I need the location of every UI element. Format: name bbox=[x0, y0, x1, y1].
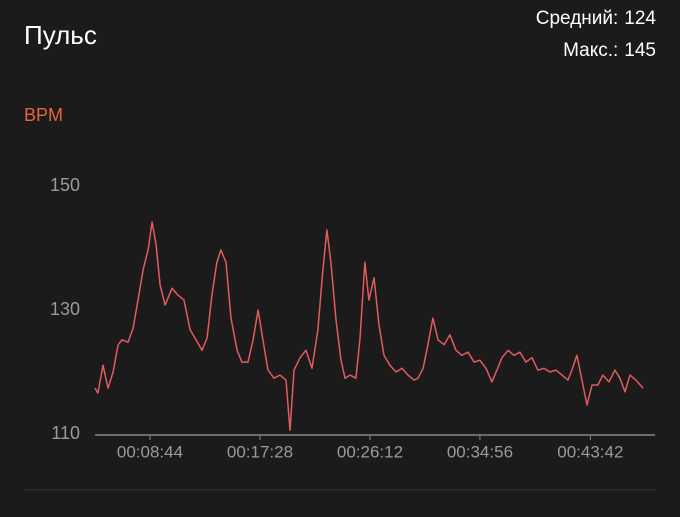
y-tick-label: 130 bbox=[50, 299, 80, 319]
stat-label: Средний: bbox=[536, 8, 619, 29]
x-tick-label: 00:17:28 bbox=[227, 442, 293, 461]
heart-rate-line bbox=[94, 221, 644, 432]
x-tick-label: 00:34:56 bbox=[447, 442, 513, 461]
x-tick-label: 00:26:12 bbox=[337, 442, 403, 461]
stat: Макс.: 145 bbox=[563, 40, 656, 61]
stat-label: Макс.: bbox=[563, 40, 618, 61]
y-tick-label: 110 bbox=[51, 423, 80, 443]
x-tick-label: 00:08:44 bbox=[117, 442, 183, 461]
stat-value: 124 bbox=[624, 8, 656, 29]
y-tick-label: 150 bbox=[50, 175, 80, 195]
x-tick-label: 00:43:42 bbox=[557, 442, 623, 461]
stat: Средний: 124 bbox=[536, 8, 657, 29]
title: Пульс bbox=[24, 20, 97, 50]
y-axis-label: BPM bbox=[24, 105, 63, 125]
stat-value: 145 bbox=[624, 40, 656, 61]
